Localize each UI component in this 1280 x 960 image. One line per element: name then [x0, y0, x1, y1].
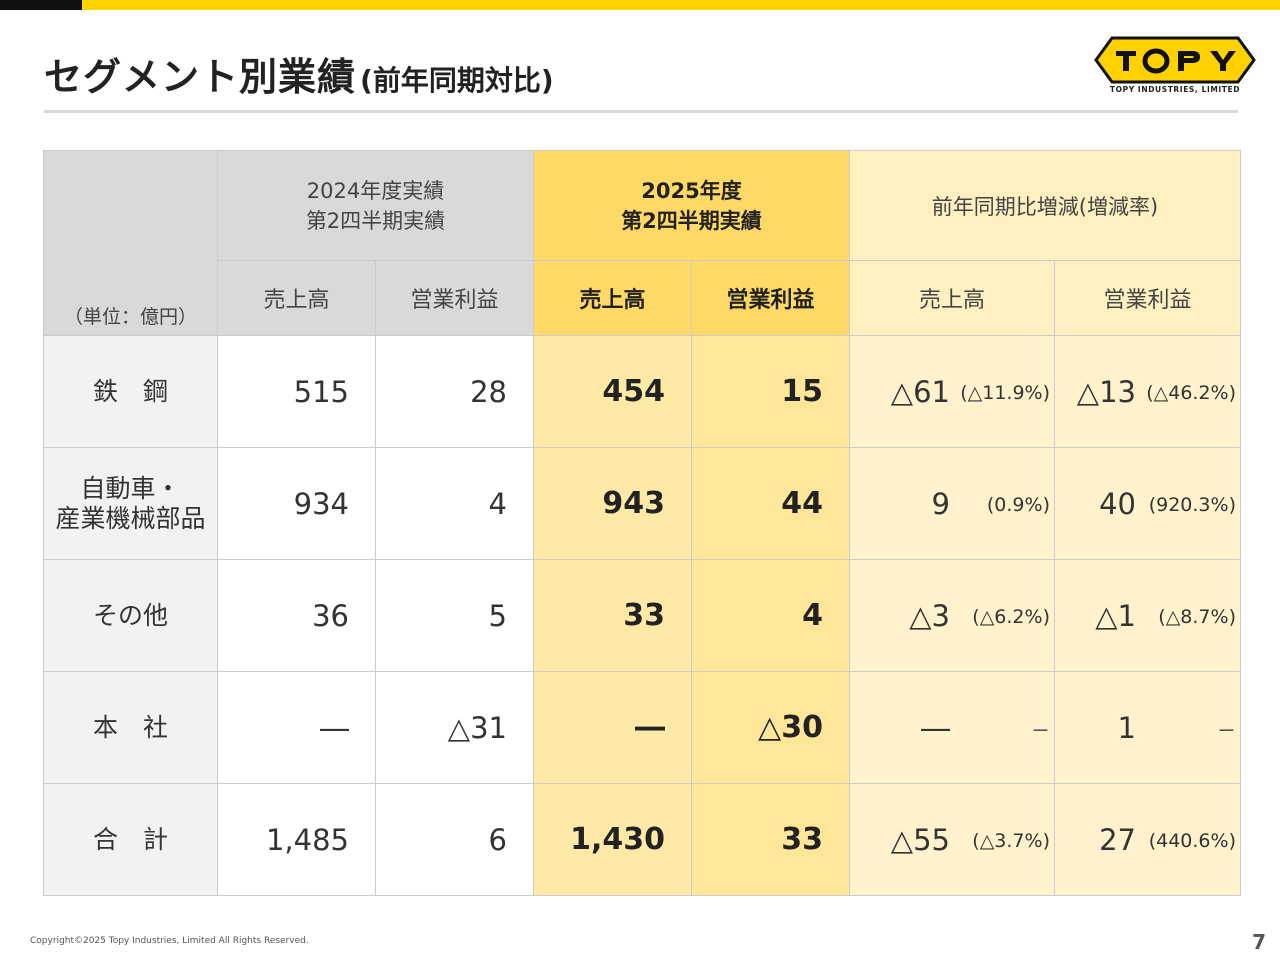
- diff-rate: (△46.2%): [1146, 381, 1236, 404]
- row-label-line: 鉄 鋼: [92, 376, 168, 406]
- row-label: 自動車・ 産業機械部品: [43, 447, 218, 560]
- cell-fy2025-operating-income: 15: [691, 335, 850, 448]
- diff-value: ―: [921, 710, 950, 745]
- cell-diff-operating-income: 27 (440.6%): [1054, 783, 1241, 896]
- row-label-line: その他: [92, 600, 168, 630]
- cell-fy2025-sales: 33: [533, 559, 692, 672]
- slide-title: セグメント別業績 (前年同期対比): [44, 46, 554, 102]
- table-row-auto-industrial-parts: 自動車・ 産業機械部品 934 4 943 44 9 (0.9%) 40 (920.…: [43, 447, 1241, 560]
- unit-label: （単位：億円）: [63, 306, 197, 328]
- cell-diff-sales: △3 (△6.2%): [849, 559, 1055, 672]
- header-fy2024-line1: 2024年度実績: [306, 178, 445, 203]
- diff-value: △3: [909, 598, 950, 633]
- top-accent-yellow: [82, 0, 1280, 10]
- cell-diff-sales: △55 (△3.7%): [849, 783, 1055, 896]
- subheader-fy2024-sales: 売上高: [217, 260, 376, 336]
- row-label: その他: [43, 559, 218, 672]
- cell-fy2025-operating-income: 33: [691, 783, 850, 896]
- row-label-line: 自動車・: [80, 473, 181, 503]
- diff-value: △13: [1076, 374, 1136, 409]
- table-row-total: 合 計 1,485 6 1,430 33 △55 (△3.7%) 27 (440.6…: [43, 783, 1241, 896]
- top-accent-black: [0, 0, 82, 10]
- copyright-notice: Copyright©2025 Topy Industries, Limited …: [30, 936, 309, 946]
- cell-diff-sales: △61 (△11.9%): [849, 335, 1055, 448]
- cell-diff-operating-income: △13 (△46.2%): [1054, 335, 1241, 448]
- title-underline: [44, 110, 1238, 113]
- cell-fy2025-operating-income: 44: [691, 447, 850, 560]
- cell-fy2024-sales: ―: [217, 671, 376, 784]
- subheader-fy2024-operating-income: 営業利益: [375, 260, 534, 336]
- diff-rate: (△6.2%): [972, 605, 1050, 628]
- table-row-headquarters: 本 社 ― △31 ― △30 ― － 1 －: [43, 671, 1241, 784]
- cell-diff-operating-income: △1 (△8.7%): [1054, 559, 1241, 672]
- diff-rate: －: [1030, 719, 1050, 742]
- row-label: 合 計: [43, 783, 218, 896]
- segment-results-table: （単位：億円） 2024年度実績 第2四半期実績 2025年度 第2四半期実績 …: [43, 150, 1241, 896]
- cell-fy2024-operating-income: 28: [375, 335, 534, 448]
- diff-rate: (△8.7%): [1158, 605, 1236, 628]
- cell-fy2025-sales: 454: [533, 335, 692, 448]
- header-fy2024: 2024年度実績 第2四半期実績: [217, 150, 534, 261]
- cell-fy2024-sales: 515: [217, 335, 376, 448]
- subheader-fy2025-sales: 売上高: [533, 260, 692, 336]
- diff-rate: (920.3%): [1148, 493, 1236, 516]
- diff-value: △1: [1095, 598, 1136, 633]
- row-label-line: 合 計: [92, 824, 168, 854]
- cell-fy2024-operating-income: 4: [375, 447, 534, 560]
- diff-value: △55: [890, 822, 950, 857]
- unit-label-cell: （単位：億円）: [43, 150, 218, 336]
- cell-fy2025-operating-income: 4: [691, 559, 850, 672]
- diff-rate: (△3.7%): [972, 829, 1050, 852]
- cell-diff-sales: 9 (0.9%): [849, 447, 1055, 560]
- header-yoy-change: 前年同期比増減(増減率): [849, 150, 1241, 261]
- row-label: 本 社: [43, 671, 218, 784]
- table-row-other: その他 36 5 33 4 △3 (△6.2%) △1 (△8.7%): [43, 559, 1241, 672]
- topy-logo: [1094, 36, 1256, 84]
- cell-fy2025-sales: 1,430: [533, 783, 692, 896]
- page-number: 7: [1252, 930, 1266, 954]
- diff-rate: (440.6%): [1148, 829, 1236, 852]
- diff-rate: －: [1216, 719, 1236, 742]
- row-label-line: 産業機械部品: [55, 503, 206, 533]
- header-fy2024-line2: 第2四半期実績: [305, 208, 446, 233]
- row-label: 鉄 鋼: [43, 335, 218, 448]
- logo-tagline: TOPY INDUSTRIES, LIMITED: [1109, 85, 1241, 94]
- cell-diff-operating-income: 1 －: [1054, 671, 1241, 784]
- cell-fy2024-operating-income: △31: [375, 671, 534, 784]
- cell-fy2025-operating-income: △30: [691, 671, 850, 784]
- table-row-steel: 鉄 鋼 515 28 454 15 △61 (△11.9%) △13 (△46.2%…: [43, 335, 1241, 448]
- cell-fy2024-operating-income: 6: [375, 783, 534, 896]
- subheader-fy2025-operating-income: 営業利益: [691, 260, 850, 336]
- diff-value: 9: [931, 486, 950, 521]
- title-main: セグメント別業績: [44, 55, 357, 99]
- diff-rate: (△11.9%): [960, 381, 1050, 404]
- cell-fy2024-sales: 934: [217, 447, 376, 560]
- cell-diff-operating-income: 40 (920.3%): [1054, 447, 1241, 560]
- subheader-diff-operating-income: 営業利益: [1054, 260, 1241, 336]
- cell-fy2025-sales: 943: [533, 447, 692, 560]
- diff-value: 40: [1099, 486, 1136, 521]
- cell-fy2024-sales: 36: [217, 559, 376, 672]
- cell-fy2024-operating-income: 5: [375, 559, 534, 672]
- header-fy2025-line1: 2025年度: [641, 178, 742, 203]
- header-fy2025: 2025年度 第2四半期実績: [533, 150, 850, 261]
- diff-value: 27: [1099, 822, 1136, 857]
- row-label-line: 本 社: [92, 712, 168, 742]
- subheader-diff-sales: 売上高: [849, 260, 1055, 336]
- cell-diff-sales: ― －: [849, 671, 1055, 784]
- diff-value: 1: [1117, 710, 1136, 745]
- diff-rate: (0.9%): [986, 493, 1050, 516]
- diff-value: △61: [890, 374, 950, 409]
- cell-fy2024-sales: 1,485: [217, 783, 376, 896]
- title-sub: (前年同期対比): [360, 64, 554, 97]
- header-fy2025-line2: 第2四半期実績: [621, 208, 762, 233]
- cell-fy2025-sales: ―: [533, 671, 692, 784]
